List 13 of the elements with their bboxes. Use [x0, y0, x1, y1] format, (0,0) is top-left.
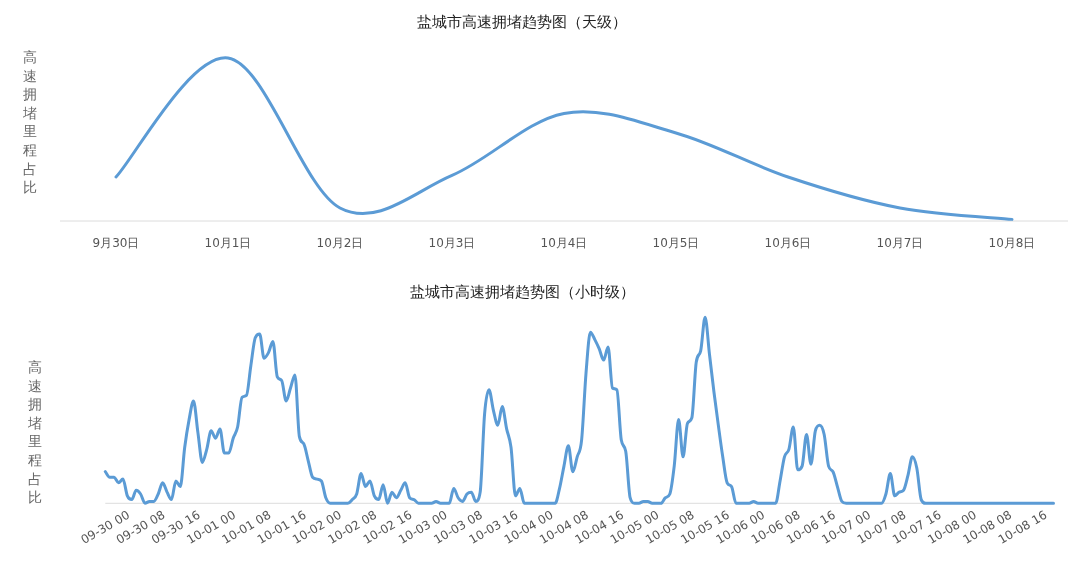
x-tick-label: 10月8日: [988, 236, 1036, 250]
x-tick-label: 10月4日: [540, 236, 588, 250]
x-tick-label: 10月2日: [316, 236, 364, 250]
y-axis-title: 高速拥堵里程占比: [27, 359, 42, 506]
chart-title: 盐城市高速拥堵趋势图（天级）: [417, 13, 627, 31]
x-tick-label: 10月7日: [876, 236, 924, 250]
y-axis-title: 高速拥堵里程占比: [22, 49, 37, 196]
x-tick-label: 10月5日: [652, 236, 700, 250]
x-tick-label: 9月30日: [92, 236, 140, 250]
x-tick-label: 10月1日: [204, 236, 252, 250]
chart-title: 盐城市高速拥堵趋势图（小时级）: [409, 283, 635, 301]
x-tick-label: 10月6日: [764, 236, 812, 250]
x-tick-label: 10月3日: [428, 236, 476, 250]
